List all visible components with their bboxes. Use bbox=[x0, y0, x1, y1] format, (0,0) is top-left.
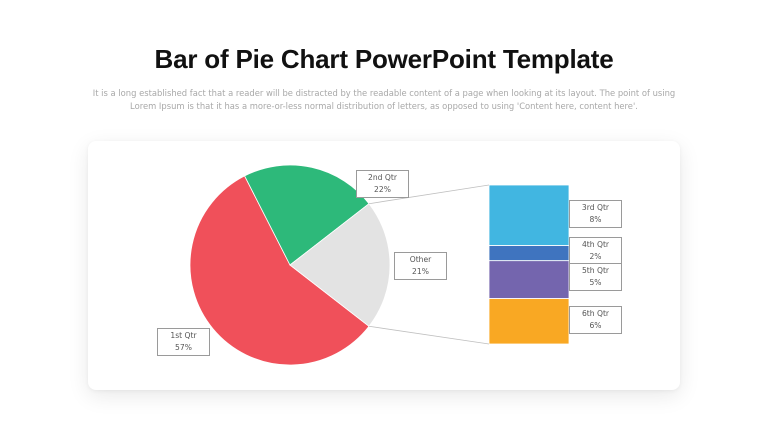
connector-line-bottom bbox=[368, 325, 490, 345]
label-other: Other 21% bbox=[394, 252, 447, 280]
label-3rd-qtr: 3rd Qtr 8% bbox=[569, 200, 622, 228]
label-1st-qtr: 1st Qtr 57% bbox=[157, 328, 210, 356]
label-3rd-qtr-name: 3rd Qtr bbox=[581, 203, 610, 212]
label-6th-qtr-name: 6th Qtr bbox=[581, 309, 610, 318]
bar-segment-4th-qtr bbox=[488, 245, 570, 262]
label-2nd-qtr-name: 2nd Qtr bbox=[368, 173, 397, 182]
bar-segment-5th-qtr bbox=[488, 260, 570, 299]
slide-subtitle: It is a long established fact that a rea… bbox=[92, 88, 676, 111]
pie-slice-other bbox=[289, 203, 391, 327]
label-4th-qtr-value: 2% bbox=[589, 252, 602, 261]
bar-segment-3rd-qtr bbox=[488, 184, 570, 246]
label-1st-qtr-value: 57% bbox=[175, 343, 192, 352]
label-5th-qtr-name: 5th Qtr bbox=[581, 266, 610, 275]
label-2nd-qtr-value: 22% bbox=[374, 185, 391, 194]
bar-segment-6th-qtr bbox=[488, 298, 570, 345]
label-5th-qtr: 5th Qtr 5% bbox=[569, 263, 622, 291]
label-other-value: 21% bbox=[412, 267, 429, 276]
label-6th-qtr-value: 6% bbox=[589, 321, 602, 330]
label-3rd-qtr-value: 8% bbox=[589, 215, 602, 224]
connector-line-top bbox=[368, 184, 490, 205]
label-other-name: Other bbox=[409, 255, 432, 264]
pie-slice-1st-qtr bbox=[189, 175, 370, 366]
label-4th-qtr-name: 4th Qtr bbox=[581, 240, 610, 249]
label-1st-qtr-name: 1st Qtr bbox=[170, 331, 197, 340]
label-4th-qtr: 4th Qtr 2% bbox=[569, 237, 622, 265]
label-6th-qtr: 6th Qtr 6% bbox=[569, 306, 622, 334]
label-2nd-qtr: 2nd Qtr 22% bbox=[356, 170, 409, 198]
label-5th-qtr-value: 5% bbox=[589, 278, 602, 287]
slide-title: Bar of Pie Chart PowerPoint Template bbox=[154, 44, 614, 74]
